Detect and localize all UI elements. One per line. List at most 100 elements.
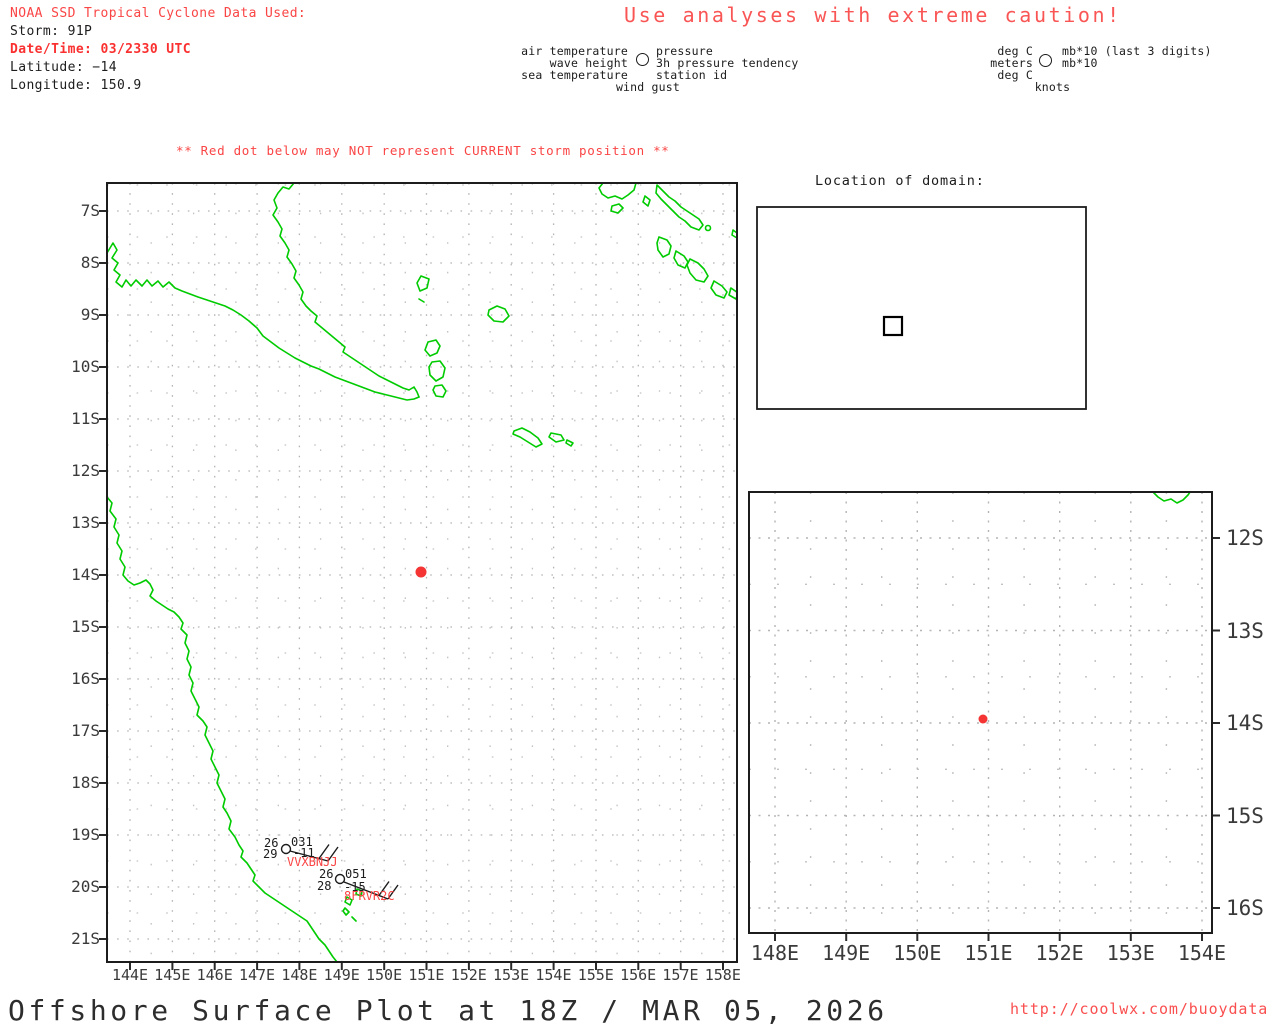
source-url-link[interactable]: http://coolwx.com/buoydata — [1010, 1000, 1269, 1018]
lat-tick-label: 13S — [1226, 618, 1264, 643]
lat-tick-label: 12S — [71, 461, 100, 480]
main-map — [99, 182, 738, 970]
lon-tick-label: 157E — [662, 966, 699, 984]
legend-station-id-label: station id — [656, 68, 728, 82]
caution-banner: Use analyses with extreme caution! — [624, 3, 1122, 27]
main-map-lat-axis: 7S 8S 9S 10S 11S 12S 13S 14S 15S 16S 17S… — [50, 202, 100, 948]
world-coastlines — [757, 215, 1086, 393]
legend-gust-units: knots — [1034, 80, 1071, 94]
station1-wave-height: 29 — [263, 847, 278, 861]
legend-air-units: deg C — [997, 44, 1033, 58]
lat-tick-label: 16S — [1226, 896, 1264, 920]
station1-tendency: -11 — [293, 846, 315, 860]
storm-latitude: Latitude: −14 — [10, 60, 117, 75]
lat-tick-label: 20S — [71, 877, 100, 896]
lat-tick-label: 14S — [1226, 711, 1264, 735]
legend-air-temp-label: air temperature — [521, 44, 628, 58]
lat-tick-label: 14S — [71, 565, 100, 584]
world-inset-border — [756, 206, 1087, 410]
legend-tendency-units: mb*10 — [1062, 56, 1098, 70]
detail-map-coastlines — [1152, 492, 1191, 504]
lon-tick-label: 150E — [893, 941, 942, 965]
lat-tick-label: 15S — [1226, 803, 1264, 828]
lon-tick-label: 154E — [1177, 941, 1227, 965]
lon-tick-label: 153E — [1106, 941, 1155, 965]
station1-air-temp: 26 — [264, 836, 279, 850]
legend-sea-units: deg C — [997, 68, 1033, 82]
storm-position-dot-main — [415, 566, 427, 578]
storm-id: Storm: 91P — [10, 24, 93, 39]
station1-pressure: 031 — [291, 835, 313, 849]
main-map-lon-axis: 144E 145E 146E 147E 148E 149E 150E 151E … — [109, 966, 744, 984]
legend-pressure-label: pressure — [656, 44, 713, 58]
station1-id: VVXBNJJ — [287, 855, 338, 869]
detail-map-halfgrid — [749, 492, 1212, 933]
lon-tick-label: 149E — [323, 966, 360, 984]
station2-wave-height: 28 — [317, 879, 332, 893]
lat-tick-label: 17S — [71, 721, 100, 740]
storm-position-warning: ** Red dot below may NOT represent CURRE… — [176, 143, 670, 158]
lon-tick-label: 152E — [450, 966, 487, 984]
lat-tick-label: 21S — [71, 929, 100, 948]
legend-station-circle-icon — [636, 53, 649, 66]
station-wind-barbs — [280, 843, 399, 900]
detail-map — [748, 491, 1220, 941]
main-map-ticks — [99, 210, 724, 970]
lat-tick-label: 16S — [71, 669, 100, 688]
lon-tick-label: 144E — [111, 966, 149, 984]
world-inset-map — [756, 206, 1087, 410]
legend-units-circle-icon — [1039, 54, 1052, 67]
lat-tick-label: 9S — [80, 305, 100, 324]
main-map-border — [106, 182, 738, 963]
legend-tendency-label: 3h pressure tendency — [656, 56, 799, 70]
lon-tick-label: 152E — [1035, 941, 1084, 965]
lat-tick-label: 11S — [71, 409, 100, 428]
lat-tick-label: 10S — [71, 357, 100, 376]
lon-tick-label: 150E — [366, 966, 403, 984]
lat-tick-label: 18S — [71, 773, 100, 792]
lon-tick-label: 145E — [154, 966, 191, 984]
plot-title: Offshore Surface Plot at 18Z / MAR 05, 2… — [8, 994, 888, 1024]
legend-pressure-units: mb*10 (last 3 digits) — [1062, 44, 1212, 58]
lon-tick-label: 146E — [196, 966, 233, 984]
detail-map-lon-axis: 148E 149E 150E 151E 152E 153E 154E — [743, 941, 1234, 965]
detail-map-grid — [749, 492, 1212, 933]
main-map-coastlines — [107, 183, 737, 962]
lat-tick-label: 8S — [80, 253, 100, 272]
lon-tick-label: 154E — [535, 966, 572, 984]
world-inset-title: Location of domain: — [815, 173, 985, 189]
detail-map-border — [748, 491, 1213, 934]
station2-air-temp: 26 — [319, 867, 334, 881]
storm-position-dot-detail — [978, 714, 988, 724]
detail-map-lat-axis: 12S 13S 14S 15S 16S — [1226, 525, 1280, 921]
legend-wave-units: meters — [990, 56, 1033, 70]
legend-sea-temp-label: sea temperature — [521, 68, 628, 82]
lat-tick-label: 13S — [71, 513, 100, 532]
lat-tick-label: 7S — [80, 201, 100, 220]
lat-tick-label: 12S — [1226, 526, 1264, 550]
storm-data-source: NOAA SSD Tropical Cyclone Data Used: — [10, 6, 307, 21]
station2-pressure: 051 — [345, 867, 367, 881]
legend-wind-gust-label: wind gust — [615, 80, 681, 94]
lon-tick-label: 156E — [620, 966, 657, 984]
legend-wave-height-label: wave height — [549, 56, 628, 70]
detail-map-ticks — [774, 537, 1220, 941]
lon-tick-label: 149E — [822, 941, 871, 965]
lon-tick-label: 155E — [577, 966, 614, 984]
storm-longitude: Longitude: 150.9 — [10, 78, 142, 93]
domain-rectangle — [882, 315, 904, 337]
lon-tick-label: 158E — [704, 966, 741, 984]
lon-tick-label: 148E — [281, 966, 318, 984]
lon-tick-label: 153E — [493, 966, 530, 984]
lon-tick-label: 147E — [238, 966, 276, 984]
lon-tick-label: 148E — [750, 941, 800, 965]
storm-datetime: Date/Time: 03/2330 UTC — [10, 42, 191, 57]
lat-tick-label: 15S — [71, 617, 100, 636]
lon-tick-label: 151E — [964, 941, 1013, 965]
lat-tick-label: 19S — [71, 825, 100, 844]
lon-tick-label: 151E — [408, 966, 445, 984]
station2-id: 8FRVR2C — [344, 889, 395, 903]
station2-tendency: -15 — [344, 880, 366, 894]
